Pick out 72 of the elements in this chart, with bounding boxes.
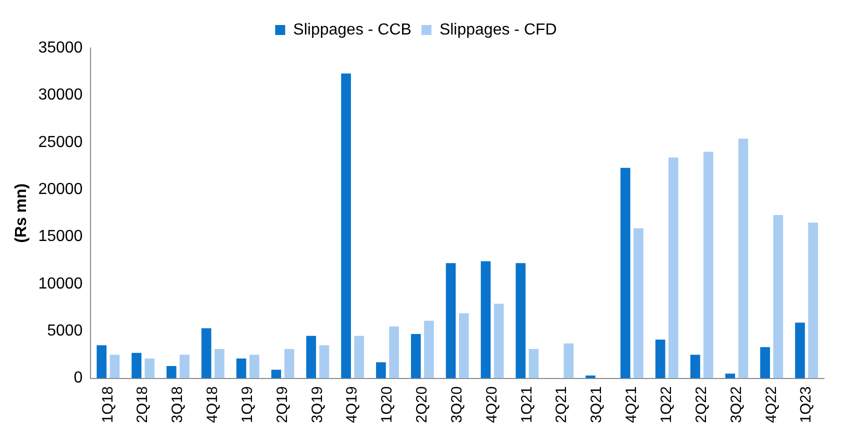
x-tick-label: 1Q20: [378, 386, 396, 424]
y-axis-title: (Rs mn): [13, 183, 30, 243]
bar: [284, 349, 294, 378]
bar: [166, 366, 176, 378]
bar: [494, 304, 504, 378]
bar: [271, 370, 282, 378]
x-tick-label: 3Q20: [448, 386, 466, 424]
x-tick-label: 2Q19: [274, 386, 291, 424]
bar: [341, 73, 351, 378]
x-tick-label: 4Q19: [344, 386, 361, 424]
x-tick-label: 1Q18: [99, 386, 116, 424]
y-tick-label: 10000: [38, 275, 83, 292]
x-tick-label: 1Q22: [658, 386, 676, 424]
bar: [760, 347, 770, 378]
bar: [516, 263, 526, 378]
x-tick-label: 2Q22: [692, 386, 710, 424]
y-tick-label: 0: [74, 370, 83, 387]
y-tick-label: 30000: [38, 86, 83, 104]
bar: [236, 358, 246, 378]
bar: [480, 261, 491, 378]
bar: [690, 354, 700, 378]
bar: [808, 222, 818, 378]
bar: [586, 375, 596, 378]
bar: [354, 336, 364, 378]
bar: [144, 358, 155, 378]
bar: [725, 374, 736, 378]
bar: [132, 352, 142, 378]
bar: [249, 354, 260, 378]
x-tick-label: 3Q21: [588, 386, 606, 424]
bar: [564, 343, 574, 378]
x-tick-label: 2Q18: [134, 386, 152, 424]
x-tick-label: 4Q22: [762, 386, 780, 424]
bar: [376, 362, 386, 378]
legend-label: Slippages - CCB: [293, 21, 412, 38]
y-tick-label: 15000: [38, 228, 83, 246]
y-tick-label: 25000: [38, 134, 83, 151]
bar: [738, 138, 748, 378]
bar: [773, 215, 784, 378]
bar: [703, 152, 714, 378]
bar: [446, 263, 456, 378]
bar: [620, 168, 630, 378]
x-tick-label: 2Q20: [414, 386, 431, 424]
bar: [201, 328, 212, 378]
x-tick-label: 1Q21: [518, 386, 536, 424]
bar: [319, 345, 330, 378]
x-tick-label: 1Q23: [798, 386, 815, 424]
bar: [668, 157, 678, 378]
bar: [214, 349, 224, 378]
bar: [424, 320, 434, 378]
x-tick-label: 4Q18: [204, 386, 222, 424]
bar: [795, 322, 805, 378]
x-tick-label: 4Q21: [623, 386, 640, 424]
x-tick-label: 4Q20: [483, 386, 500, 424]
x-tick-label: 3Q19: [308, 386, 326, 424]
y-tick-label: 35000: [38, 39, 83, 56]
x-tick-label: 3Q18: [169, 386, 186, 424]
bar: [634, 228, 644, 378]
bar: [655, 340, 666, 378]
bar: [180, 354, 190, 378]
x-tick-label: 1Q19: [238, 386, 256, 424]
bar: [110, 354, 120, 378]
x-tick-label: 2Q21: [553, 386, 570, 424]
bar: [389, 326, 399, 378]
bar: [96, 345, 107, 378]
y-tick-label: 5000: [47, 322, 83, 340]
bar: [410, 334, 421, 378]
bar: [306, 336, 316, 378]
x-tick-label: 3Q22: [728, 386, 745, 424]
bar: [528, 349, 539, 378]
legend-label: Slippages - CFD: [439, 21, 557, 38]
bar: [458, 313, 469, 378]
y-tick-label: 20000: [38, 180, 83, 198]
